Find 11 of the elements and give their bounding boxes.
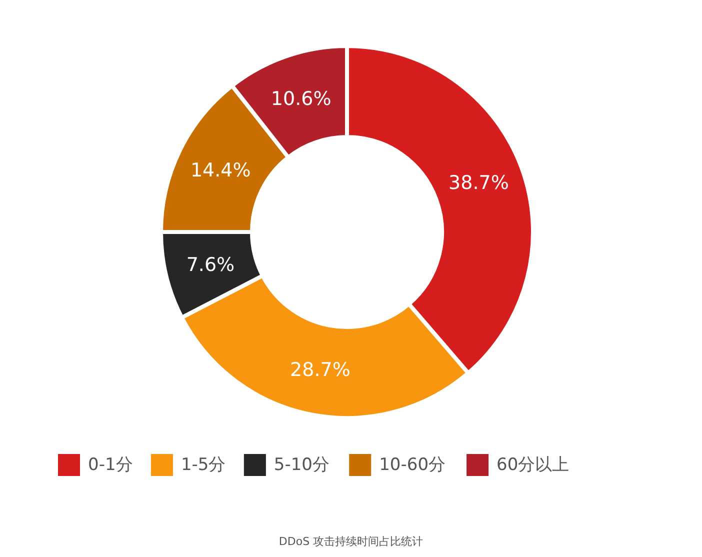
text: DDoS 攻击持续时间占比统计 <box>278 535 424 548</box>
legend-label: 0-1分 <box>88 455 133 475</box>
legend-label: 1-5分 <box>180 455 226 475</box>
data-label: 7.6% <box>186 254 235 276</box>
data-label: 10.6% <box>270 88 332 110</box>
legend-label: 5-10分 <box>274 455 330 475</box>
data-label: 28.7% <box>290 358 350 381</box>
data-label: 38.7% <box>448 172 509 194</box>
legend-label: 10-60分 <box>379 455 446 475</box>
legend-label: 60分以上 <box>496 455 570 475</box>
data-label: 14.4% <box>190 160 251 182</box>
